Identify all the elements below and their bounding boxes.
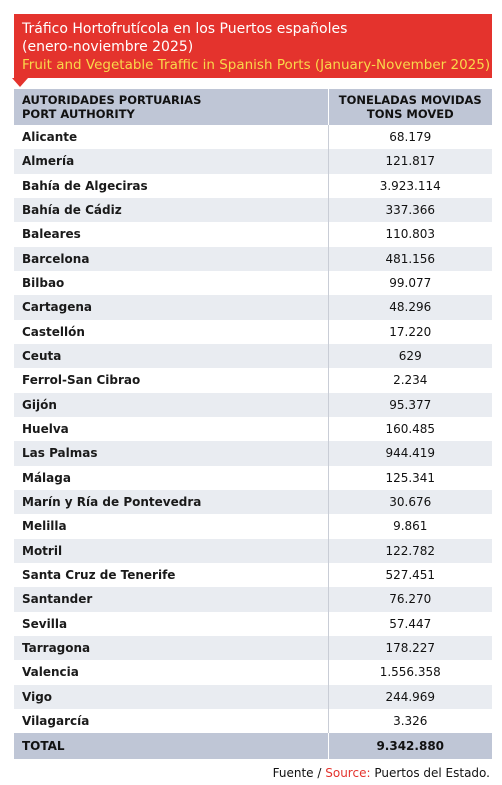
tons-value: 3.923.114: [327, 173, 492, 198]
table-row: Huelva 160.485: [14, 416, 492, 442]
table-row: Las Palmas 944.419: [14, 441, 492, 466]
tons-value: 76.270: [327, 587, 492, 612]
tons-value: 121.817: [327, 149, 492, 174]
source-note: Fuente / Source: Puertos del Estado.: [273, 766, 490, 780]
tons-value: 30.676: [327, 489, 492, 515]
table-row: Sevilla 57.447: [14, 611, 492, 636]
banner-pointer: [12, 78, 28, 87]
title-banner: Tráfico Hortofrutícola en los Puertos es…: [14, 14, 492, 78]
port-name: Barcelona: [14, 246, 328, 271]
header-port-authority-en: PORT AUTHORITY: [22, 107, 135, 121]
tons-value: 3.326: [327, 708, 492, 734]
tons-value: 9.861: [327, 514, 492, 539]
tons-value: 95.377: [327, 392, 492, 417]
header-tons-moved-en: TONS MOVED: [366, 107, 454, 121]
total-row: TOTAL 9.342.880: [14, 733, 492, 760]
header-port-authority: AUTORIDADES PORTUARIAS PORT AUTHORITY: [14, 89, 328, 125]
port-traffic-table: AUTORIDADES PORTUARIAS PORT AUTHORITY TO…: [14, 89, 492, 760]
header-port-authority-es: AUTORIDADES PORTUARIAS: [22, 93, 202, 107]
table-row: Santa Cruz de Tenerife 527.451: [14, 562, 492, 588]
table-row: Santander 76.270: [14, 587, 492, 612]
table-row: Vilagarcía 3.326: [14, 708, 492, 734]
port-name: Valencia: [14, 660, 328, 685]
tons-value: 68.179: [327, 125, 492, 150]
table-row: Tarragona 178.227: [14, 635, 492, 661]
port-name: Almería: [14, 149, 328, 174]
title-spanish-line2: (enero-noviembre 2025): [22, 39, 194, 55]
table-row: Alicante 68.179: [14, 125, 492, 150]
port-name: Vigo: [14, 684, 328, 709]
port-name: Motril: [14, 538, 328, 563]
table-row: Barcelona 481.156: [14, 246, 492, 271]
table-row: Bilbao 99.077: [14, 270, 492, 296]
tons-value: 944.419: [327, 441, 492, 466]
port-name: Santa Cruz de Tenerife: [14, 562, 328, 588]
total-label: TOTAL: [14, 733, 328, 760]
port-name: Bahía de Cádiz: [14, 197, 328, 223]
port-name: Baleares: [14, 222, 328, 247]
table-row: Baleares 110.803: [14, 222, 492, 247]
table-row: Gijón 95.377: [14, 392, 492, 417]
tons-value: 2.234: [327, 368, 492, 393]
title-spanish-line1: Tráfico Hortofrutícola en los Puertos es…: [22, 21, 348, 37]
port-name: Vilagarcía: [14, 708, 328, 734]
tons-value: 481.156: [327, 246, 492, 271]
port-name: Melilla: [14, 514, 328, 539]
source-text: Puertos del Estado.: [374, 766, 490, 780]
tons-value: 178.227: [327, 635, 492, 661]
tons-value: 17.220: [327, 319, 492, 344]
tons-value: 48.296: [327, 295, 492, 320]
tons-value: 99.077: [327, 270, 492, 296]
tons-value: 1.556.358: [327, 660, 492, 685]
port-name: Ferrol-San Cibrao: [14, 368, 328, 393]
port-name: Málaga: [14, 465, 328, 490]
port-name: Santander: [14, 587, 328, 612]
port-name: Sevilla: [14, 611, 328, 636]
tons-value: 160.485: [327, 416, 492, 442]
tons-value: 125.341: [327, 465, 492, 490]
tons-value: 110.803: [327, 222, 492, 247]
table-row: Castellón 17.220: [14, 319, 492, 344]
tons-value: 527.451: [327, 562, 492, 588]
table-row: Ceuta 629: [14, 343, 492, 369]
tons-value: 244.969: [327, 684, 492, 709]
table-row: Marín y Ría de Pontevedra 30.676: [14, 489, 492, 515]
tons-value: 57.447: [327, 611, 492, 636]
table-row: Vigo 244.969: [14, 684, 492, 709]
table-row: Valencia 1.556.358: [14, 660, 492, 685]
title-english: Fruit and Vegetable Traffic in Spanish P…: [22, 57, 491, 73]
table-row: Bahía de Cádiz 337.366: [14, 197, 492, 223]
header-tons-moved: TONELADAS MOVIDAS TONS MOVED: [327, 89, 492, 125]
source-label-en: Source:: [325, 766, 371, 780]
tons-value: 337.366: [327, 197, 492, 223]
header-tons-moved-es: TONELADAS MOVIDAS: [338, 93, 482, 107]
port-name: Ceuta: [14, 343, 328, 369]
port-name: Bahía de Algeciras: [14, 173, 328, 198]
table-header-row: AUTORIDADES PORTUARIAS PORT AUTHORITY TO…: [14, 89, 492, 125]
tons-value: 629: [327, 343, 492, 369]
port-name: Las Palmas: [14, 441, 328, 466]
port-name: Huelva: [14, 416, 328, 442]
port-name: Marín y Ría de Pontevedra: [14, 489, 328, 515]
port-name: Cartagena: [14, 295, 328, 320]
port-name: Castellón: [14, 319, 328, 344]
port-name: Tarragona: [14, 635, 328, 661]
table-row: Ferrol-San Cibrao 2.234: [14, 368, 492, 393]
tons-value: 122.782: [327, 538, 492, 563]
port-name: Gijón: [14, 392, 328, 417]
table-row: Bahía de Algeciras 3.923.114: [14, 173, 492, 198]
table-row: Motril 122.782: [14, 538, 492, 563]
port-name: Bilbao: [14, 270, 328, 296]
port-name: Alicante: [14, 125, 328, 150]
table-row: Málaga 125.341: [14, 465, 492, 490]
table-row: Cartagena 48.296: [14, 295, 492, 320]
table-row: Melilla 9.861: [14, 514, 492, 539]
table-row: Almería 121.817: [14, 149, 492, 174]
source-label-es: Fuente /: [272, 766, 322, 780]
total-value: 9.342.880: [327, 733, 492, 760]
